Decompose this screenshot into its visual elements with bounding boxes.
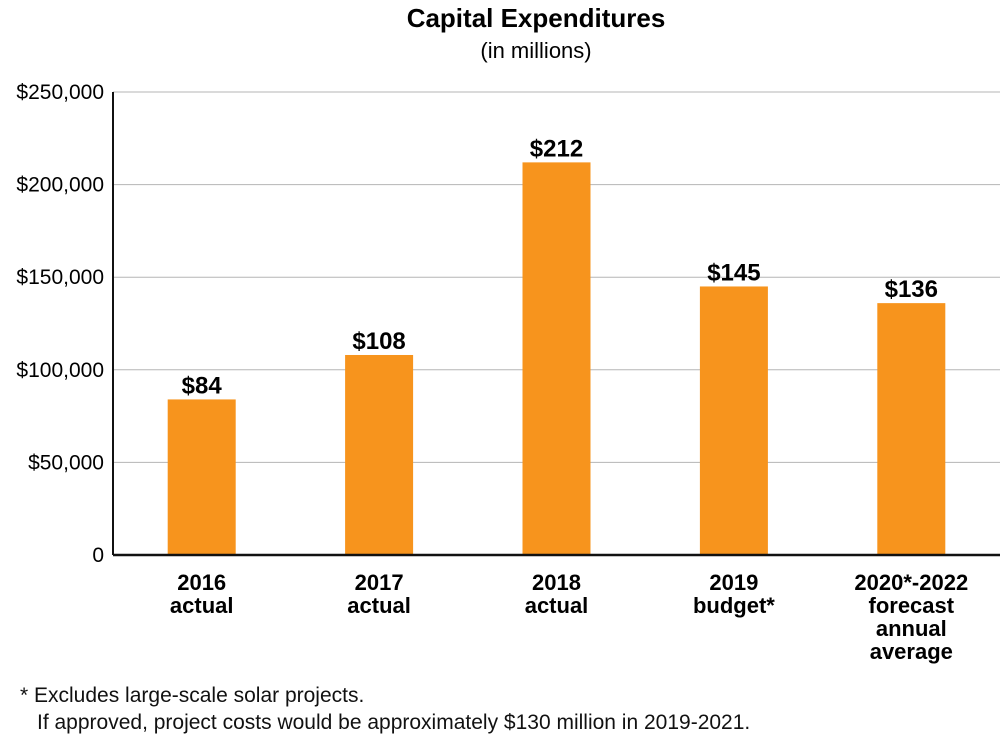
y-tick-label: $50,000: [28, 451, 104, 474]
y-tick-label: $150,000: [16, 266, 104, 289]
category-label: actual: [347, 593, 411, 618]
data-label: $108: [352, 328, 405, 355]
data-label: $84: [182, 372, 223, 399]
category-labels: 2016actual2017actual2018actual2019budget…: [170, 570, 968, 664]
category-label: actual: [170, 593, 234, 618]
category-label: actual: [525, 593, 589, 618]
y-axis-ticks: 0 $50,000 $100,000 $150,000 $200,000 $250,000: [16, 81, 104, 567]
chart-subtitle: (in millions): [480, 38, 591, 63]
bar: [877, 303, 946, 555]
bar: [699, 286, 768, 555]
category-label: 2018: [532, 570, 581, 595]
category-label: 2017: [355, 570, 404, 595]
bars: [167, 162, 946, 555]
bar: [345, 354, 414, 555]
data-label: $145: [707, 259, 760, 286]
footnote: * Excludes large-scale solar projects. I…: [20, 682, 750, 736]
category-label: annual: [876, 616, 947, 641]
category-label: 2016: [177, 570, 226, 595]
data-label: $212: [530, 135, 583, 162]
data-label: $136: [885, 276, 938, 303]
y-tick-label: $100,000: [16, 359, 104, 382]
category-label: 2020*-2022: [854, 570, 968, 595]
footnote-line-2: If approved, project costs would be appr…: [37, 711, 751, 734]
bar-chart: Capital Expenditures (in millions) 0 $50,…: [16, 3, 1000, 664]
y-tick-label: 0: [92, 544, 104, 567]
y-tick-label: $200,000: [16, 174, 104, 197]
bar: [167, 399, 236, 555]
footnote-line-1: * Excludes large-scale solar projects.: [20, 684, 365, 707]
category-label: average: [870, 639, 953, 664]
bar: [522, 162, 591, 555]
category-label: 2019: [709, 570, 758, 595]
category-label: forecast: [869, 593, 955, 618]
category-label: budget*: [693, 593, 775, 618]
y-tick-label: $250,000: [16, 81, 104, 104]
data-labels: $84 $108 $212 $145 $136: [182, 135, 938, 399]
chart-title: Capital Expenditures: [407, 3, 666, 33]
